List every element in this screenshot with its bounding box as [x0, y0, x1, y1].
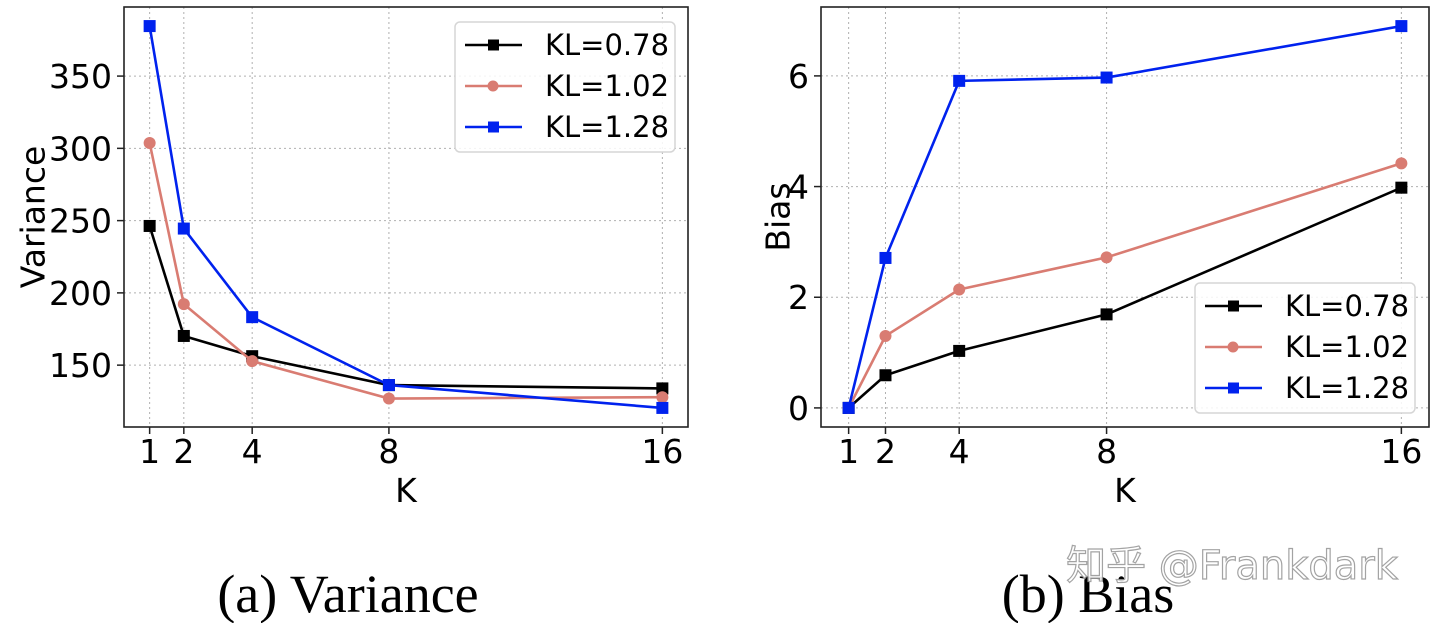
variance-data-point [656, 382, 669, 395]
bias-y-tick-label: 6 [788, 57, 809, 96]
bias-legend-label: KL=0.78 [1285, 289, 1409, 323]
bias-data-point [1395, 20, 1408, 33]
variance-data-point [177, 298, 190, 311]
bias-y-tick-label: 4 [788, 168, 809, 207]
bias-data-point [879, 369, 892, 382]
bias-x-axis-label: K [1114, 471, 1137, 510]
variance-y-tick-label: 150 [49, 346, 112, 385]
variance-legend-label: KL=1.02 [545, 69, 669, 103]
variance-x-tick-label: 4 [242, 432, 263, 471]
variance-legend-marker [488, 39, 499, 51]
bias-data-point [953, 283, 966, 296]
variance-x-tick-label: 16 [641, 432, 683, 471]
bias-legend: KL=0.78 KL=1.02 KL=1.28 [1194, 282, 1416, 414]
variance-data-point [143, 20, 156, 33]
bias-x-tick-label: 8 [1096, 432, 1117, 471]
variance-series-line-1 [148, 142, 663, 400]
variance-data-point [177, 222, 190, 235]
variance-legend: KL=0.78 KL=1.02 KL=1.28 [454, 21, 676, 153]
bias-y-axis-label: Bias [759, 182, 798, 251]
bias-data-point [879, 251, 892, 264]
variance-y-tick-label: 200 [49, 274, 112, 313]
bias-data-point [1100, 71, 1113, 84]
bias-x-tick-label: 1 [838, 432, 859, 471]
variance-data-point [656, 401, 669, 414]
bias-x-tick-label: 2 [875, 432, 896, 471]
bias-data-point [953, 74, 966, 87]
caption-variance: (a) Variance [217, 564, 478, 623]
bias-data-point [879, 329, 892, 342]
bias-y-tick-label: 0 [788, 389, 809, 428]
bias-legend-box [1194, 282, 1416, 414]
variance-legend-item: KL=0.78 [465, 28, 669, 62]
bias-legend-label: KL=1.02 [1285, 330, 1409, 364]
variance-series-line-0 [148, 225, 663, 390]
variance-data-point [246, 355, 259, 368]
bias-x-tick-label: 16 [1380, 432, 1422, 471]
variance-y-tick-label: 350 [49, 57, 112, 96]
bias-data-point [1100, 251, 1113, 264]
bias-legend-marker [1228, 382, 1239, 394]
caption-bias: (b) Bias [1002, 564, 1174, 623]
bias-data-point [1395, 181, 1408, 194]
bias-legend-label: KL=1.28 [1285, 371, 1409, 405]
variance-data-point [382, 392, 395, 405]
variance-y-tick-label: 250 [49, 202, 112, 241]
variance-y-axis-label: Variance [14, 146, 53, 289]
variance-data-point [143, 219, 156, 232]
variance-x-axis-label: K [395, 471, 418, 510]
watermark: 知乎 @Frankdark [1066, 543, 1399, 589]
bias-plot-frame [820, 6, 1430, 428]
bias-y-tick-label: 2 [788, 278, 809, 317]
bias-data-point [1100, 308, 1113, 321]
variance-legend-label: KL=1.28 [545, 110, 669, 144]
variance-data-point [246, 311, 259, 324]
variance-legend-label: KL=0.78 [545, 28, 669, 62]
variance-data-point [177, 329, 190, 342]
bias-data-point [953, 344, 966, 357]
variance-data-point [382, 379, 395, 392]
variance-y-tick-label: 300 [49, 129, 112, 168]
variance-legend-item: KL=1.28 [465, 110, 669, 144]
bias-legend-marker [1227, 341, 1239, 353]
variance-plot-frame [123, 6, 689, 428]
bias-legend-item: KL=1.28 [1205, 371, 1409, 405]
bias-legend-marker [1228, 300, 1239, 312]
variance-legend-marker [488, 121, 499, 133]
variance-chart: 1 2 4 8 16150200250300350KVarianceKL=0.78KL=… [14, 6, 689, 510]
variance-legend-item: KL=1.02 [465, 69, 669, 103]
variance-data-point [143, 137, 156, 150]
variance-legend-marker [487, 80, 499, 92]
variance-x-tick-label: 1 [139, 432, 160, 471]
variance-x-tick-label: 8 [378, 432, 399, 471]
bias-legend-item: KL=0.78 [1205, 289, 1409, 323]
variance-legend-box [454, 21, 676, 153]
bias-data-point [842, 401, 855, 414]
bias-data-point [1395, 157, 1408, 170]
variance-data-point [656, 391, 669, 404]
variance-x-tick-label: 2 [173, 432, 194, 471]
bias-x-tick-label: 4 [949, 432, 970, 471]
bias-legend-item: KL=1.02 [1205, 330, 1409, 364]
